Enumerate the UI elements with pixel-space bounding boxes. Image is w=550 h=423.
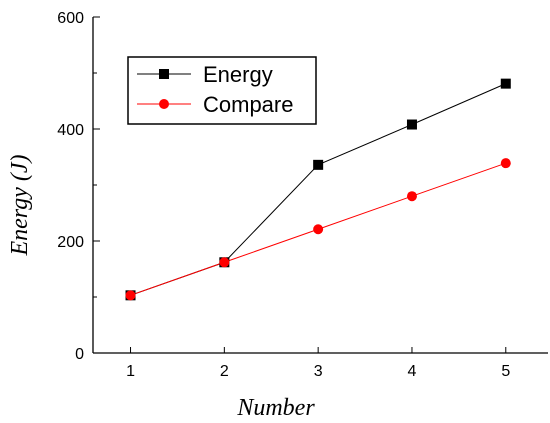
x-ticks: 1 2 3 4 5 — [126, 347, 510, 380]
y-tick-label: 200 — [57, 234, 84, 251]
y-tick-label: 600 — [57, 10, 84, 27]
legend-marker-energy — [159, 69, 169, 79]
x-axis-title: Number — [236, 395, 315, 421]
legend-label-compare: Compare — [203, 92, 293, 117]
legend: Energy Compare — [127, 56, 317, 125]
x-tick-label: 5 — [501, 363, 510, 380]
x-tick-label: 1 — [126, 363, 135, 380]
data-point-energy — [406, 119, 417, 130]
data-point-compare — [406, 191, 417, 202]
data-point-compare — [219, 257, 230, 268]
x-tick-label: 4 — [408, 363, 417, 380]
data-point-energy — [313, 159, 324, 170]
y-tick-label: 0 — [75, 346, 84, 363]
data-point-compare — [125, 290, 136, 301]
x-tick-label: 3 — [314, 363, 323, 380]
legend-label-energy: Energy — [203, 62, 273, 87]
y-ticks: 0 200 400 600 — [57, 10, 100, 363]
y-axis-title: Energy (J) — [7, 154, 33, 256]
data-point-compare — [500, 158, 511, 169]
data-point-energy — [500, 78, 511, 89]
legend-marker-compare — [159, 99, 169, 109]
legend-box — [127, 56, 317, 125]
x-tick-label: 2 — [220, 363, 229, 380]
plot-series — [125, 78, 511, 301]
y-tick-label: 400 — [57, 122, 84, 139]
data-point-compare — [313, 224, 324, 235]
